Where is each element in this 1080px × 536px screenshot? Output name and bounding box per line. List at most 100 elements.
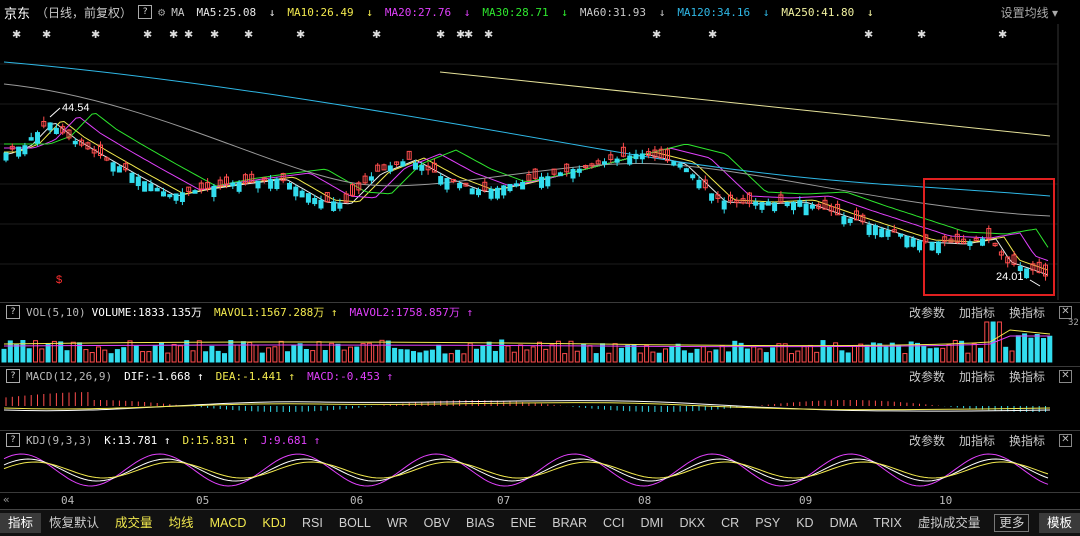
help-icon[interactable]: ? [6, 369, 20, 383]
candle [123, 163, 129, 171]
toolbar-template-button[interactable]: 模板 [1038, 513, 1080, 533]
swap-indicator-button[interactable]: 换指标 [1008, 369, 1045, 384]
volume-bar [436, 344, 442, 363]
candle [116, 166, 122, 173]
volume-bar [870, 342, 876, 363]
candle [929, 241, 935, 251]
volume-bar [121, 347, 127, 363]
gear-icon[interactable]: ⚙ [158, 5, 166, 19]
volume-bar [429, 349, 435, 363]
volume-bar [637, 352, 643, 363]
ma-settings-button[interactable]: 设置均线 ▾ [1000, 5, 1058, 20]
swap-indicator-button[interactable]: 换指标 [1008, 433, 1045, 448]
add-indicator-button[interactable]: 加指标 [958, 305, 995, 320]
toolbar-kd[interactable]: KD [796, 516, 814, 530]
toolbar-boll[interactable]: BOLL [338, 516, 371, 530]
candle [633, 153, 639, 160]
candle [822, 199, 828, 210]
candle [368, 176, 374, 181]
toolbar-bias[interactable]: BIAS [466, 516, 495, 530]
ma120-value: MA120:34.16 ↓ [677, 5, 770, 19]
event-marker-icon: ✱ [12, 28, 21, 41]
candle [318, 199, 324, 209]
add-indicator-button[interactable]: 加指标 [958, 369, 995, 384]
event-marker-icon: ✱ [998, 28, 1007, 41]
toolbar-volume[interactable]: 成交量 [115, 516, 153, 530]
toolbar-virtual-volume[interactable]: 虚拟成交量 [917, 516, 981, 530]
toolbar-ene[interactable]: ENE [510, 516, 537, 530]
help-icon[interactable]: ? [138, 5, 153, 19]
toolbar-restore-default[interactable]: 恢复默认 [49, 516, 100, 530]
vol-name[interactable]: VOL(5,10) [26, 305, 86, 319]
candle [104, 157, 110, 161]
volume-bar [171, 343, 177, 363]
scroll-left-icon[interactable]: « [3, 493, 10, 506]
candle [35, 132, 40, 144]
candle [381, 164, 387, 171]
macd-name[interactable]: MACD(12,26,9) [26, 369, 113, 383]
candle [570, 168, 576, 179]
kdj-panel-header: ? KDJ(9,3,3) K:13.781 ↑ D:15.831 ↑ J:9.6… [0, 430, 1080, 449]
candle [406, 150, 412, 160]
volume-bar [915, 342, 920, 363]
toolbar-dma[interactable]: DMA [829, 516, 858, 530]
volume-bar [20, 340, 26, 363]
volume-bar [398, 349, 404, 363]
toolbar-brar[interactable]: BRAR [552, 516, 587, 530]
toolbar-psy[interactable]: PSY [755, 516, 781, 530]
volume-bar [562, 353, 568, 363]
volume-bar [83, 349, 89, 363]
help-icon[interactable]: ? [6, 433, 20, 447]
edit-params-button[interactable]: 改参数 [908, 433, 945, 448]
candle [854, 210, 859, 221]
toolbar-kdj[interactable]: KDJ [262, 516, 286, 530]
volume-bar [776, 343, 782, 363]
add-indicator-button[interactable]: 加指标 [958, 433, 995, 448]
close-icon[interactable]: ✕ [1059, 369, 1072, 383]
candle [173, 193, 179, 201]
ma60-line [3, 83, 1051, 217]
candle [898, 233, 904, 237]
toolbar-indicator[interactable]: 指标 [0, 513, 42, 533]
volume-bar [177, 345, 183, 363]
volume-bar [127, 340, 133, 363]
toolbar-trix[interactable]: TRIX [873, 516, 902, 530]
candle [331, 201, 337, 211]
toolbar-cr[interactable]: CR [721, 516, 740, 530]
kdj-name[interactable]: KDJ(9,3,3) [26, 433, 93, 447]
help-icon[interactable]: ? [6, 305, 20, 319]
edit-params-button[interactable]: 改参数 [908, 369, 945, 384]
toolbar-more-button[interactable]: 更多 [994, 514, 1030, 532]
toolbar-rsi[interactable]: RSI [302, 516, 323, 530]
toolbar-dmi[interactable]: DMI [640, 516, 664, 530]
candle [532, 168, 538, 179]
close-icon[interactable]: ✕ [1059, 305, 1072, 319]
volume-bar [322, 350, 328, 363]
close-icon[interactable]: ✕ [1059, 433, 1072, 447]
candle [469, 188, 475, 195]
volume-bar [140, 351, 146, 363]
volume-bar [971, 343, 977, 363]
candle [236, 182, 242, 192]
volume-bar [896, 344, 902, 363]
stock-name[interactable]: 京东 [4, 5, 31, 21]
toolbar-macd[interactable]: MACD [209, 516, 247, 530]
volume-bar [978, 347, 983, 363]
candlestick-chart[interactable]: ✱ ✱ ✱ ✱ ✱ ✱ ✱ ✱ ✱ ✱ ✱ ✱✱ ✱ ✱ ✱ ✱ ✱ ✱ 44.54 24.01 $ [0, 24, 1080, 300]
toolbar-ma[interactable]: 均线 [168, 516, 194, 530]
toolbar-cci[interactable]: CCI [602, 516, 625, 530]
candle [665, 149, 670, 162]
candle [734, 200, 740, 204]
volume-bar [58, 341, 64, 363]
volume-bar [820, 340, 826, 363]
toolbar-wr[interactable]: WR [386, 516, 408, 530]
candle [627, 155, 633, 165]
volume-bar [543, 348, 549, 363]
edit-params-button[interactable]: 改参数 [908, 305, 945, 320]
toolbar-dkx[interactable]: DKX [679, 516, 706, 530]
volume-bar [889, 342, 895, 363]
period-label[interactable]: （日线，前复权） [36, 5, 133, 20]
toolbar-obv[interactable]: OBV [423, 516, 451, 530]
high-price-label: 44.54 [62, 102, 90, 114]
swap-indicator-button[interactable]: 换指标 [1008, 305, 1045, 320]
